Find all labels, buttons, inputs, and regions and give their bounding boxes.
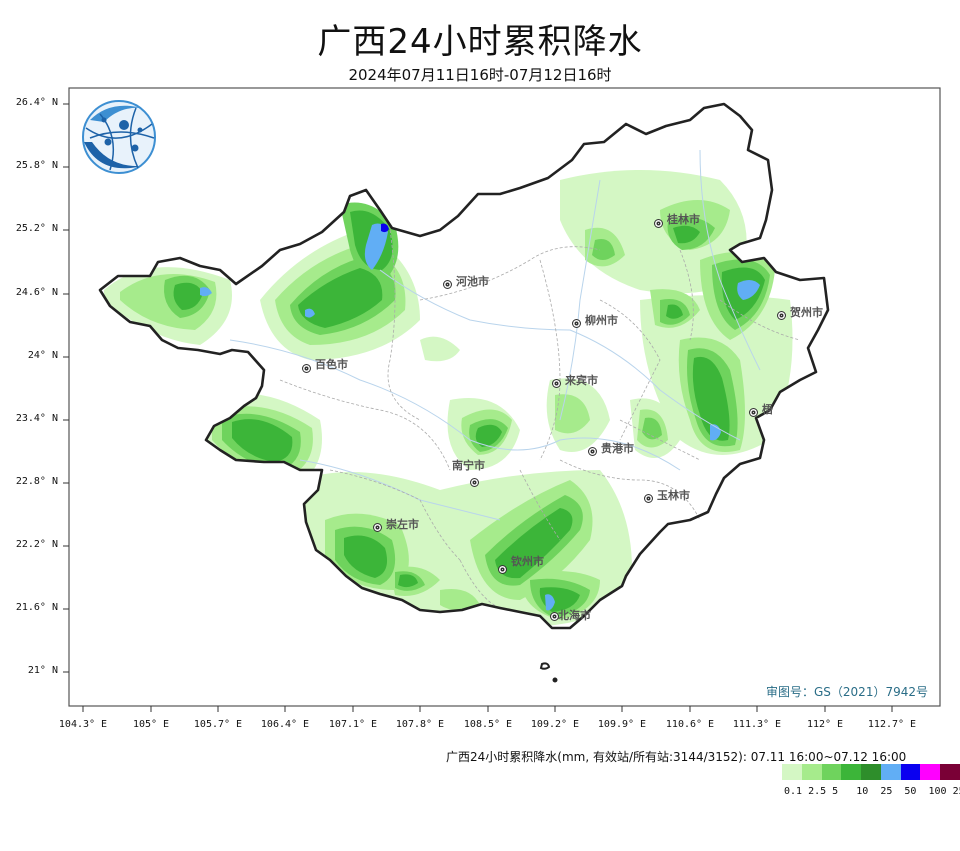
map-title: 广西24小时累积降水 — [317, 22, 643, 62]
lat-label: 26.4° N — [15, 97, 58, 108]
legend-swatch — [801, 764, 822, 780]
city-marker — [588, 447, 597, 456]
city-marker — [644, 494, 653, 503]
city-label-beihai: 北海市 — [558, 609, 591, 622]
city-label-hezhou: 贺州市 — [790, 306, 823, 319]
lon-label: 110.6° E — [665, 719, 715, 730]
lon-label: 108.5° E — [463, 719, 513, 730]
city-label-baise: 百色市 — [315, 358, 348, 371]
lon-label: 106.4° E — [260, 719, 310, 730]
lat-label: 24.6° N — [15, 287, 58, 298]
legend-swatch — [880, 764, 901, 780]
city-label-yulin: 玉林市 — [657, 489, 690, 502]
city-label-guilin: 桂林市 — [667, 213, 700, 226]
globe-network-logo — [82, 100, 156, 174]
lon-label: 105.7° E — [193, 719, 243, 730]
lat-label: 22.8° N — [15, 476, 58, 487]
lon-label: 112° E — [806, 719, 844, 730]
legend-swatch — [920, 764, 940, 780]
city-label-wuzhou: 梧 — [762, 403, 773, 416]
legend-swatch — [782, 764, 802, 780]
city-label-nanning: 南宁市 — [452, 459, 485, 472]
lat-label: 23.4° N — [15, 413, 58, 424]
lon-label: 107.1° E — [328, 719, 378, 730]
axis-ticks — [63, 103, 893, 712]
lat-label: 21.6° N — [15, 602, 58, 613]
lon-label: 111.3° E — [732, 719, 782, 730]
lon-label: 109.9° E — [597, 719, 647, 730]
city-marker — [777, 311, 786, 320]
lon-label: 109.2° E — [530, 719, 580, 730]
city-marker — [470, 478, 479, 487]
legend-swatch — [841, 764, 861, 780]
city-marker — [302, 364, 311, 373]
color-legend — [782, 764, 960, 780]
city-marker — [572, 319, 581, 328]
review-number: 审图号：GS（2021）7942号 — [766, 685, 928, 699]
city-marker — [654, 219, 663, 228]
lat-label: 24° N — [27, 350, 58, 361]
legend-swatch — [940, 764, 960, 780]
city-label-laibin: 来宾市 — [565, 374, 598, 387]
lat-label: 25.8° N — [15, 160, 58, 171]
city-marker — [550, 612, 559, 621]
rain-layers — [104, 170, 793, 627]
legend-ticks: 0.1 2.5 5 10 25 50 100 250 — [784, 786, 960, 797]
legend-swatch — [861, 764, 881, 780]
prefecture-boundaries — [279, 229, 801, 609]
legend-title: 广西24小时累积降水(mm, 有效站/所有站:3144/3152): 07.11… — [446, 750, 907, 764]
lon-label: 104.3° E — [58, 719, 108, 730]
islands — [539, 662, 558, 683]
legend-swatch — [900, 764, 921, 780]
lon-label: 112.7° E — [867, 719, 917, 730]
legend-swatch — [821, 764, 842, 780]
city-label-guigang: 贵港市 — [601, 442, 634, 455]
city-marker — [498, 565, 507, 574]
city-marker — [443, 280, 452, 289]
city-marker — [373, 523, 382, 532]
city-label-liuzhou: 柳州市 — [585, 314, 618, 327]
city-label-hechi: 河池市 — [456, 275, 489, 288]
lat-label: 25.2° N — [15, 223, 58, 234]
map-subtitle: 2024年07月11日16时-07月12日16时 — [348, 66, 612, 84]
lat-label: 21° N — [27, 665, 58, 676]
rivers — [229, 149, 761, 521]
city-label-qinzhou: 钦州市 — [511, 555, 544, 568]
lon-label: 107.8° E — [395, 719, 445, 730]
city-marker — [749, 408, 758, 417]
city-marker — [552, 379, 561, 388]
lon-label: 105° E — [132, 719, 170, 730]
lat-label: 22.2° N — [15, 539, 58, 550]
city-label-chongzuo: 崇左市 — [386, 518, 419, 531]
